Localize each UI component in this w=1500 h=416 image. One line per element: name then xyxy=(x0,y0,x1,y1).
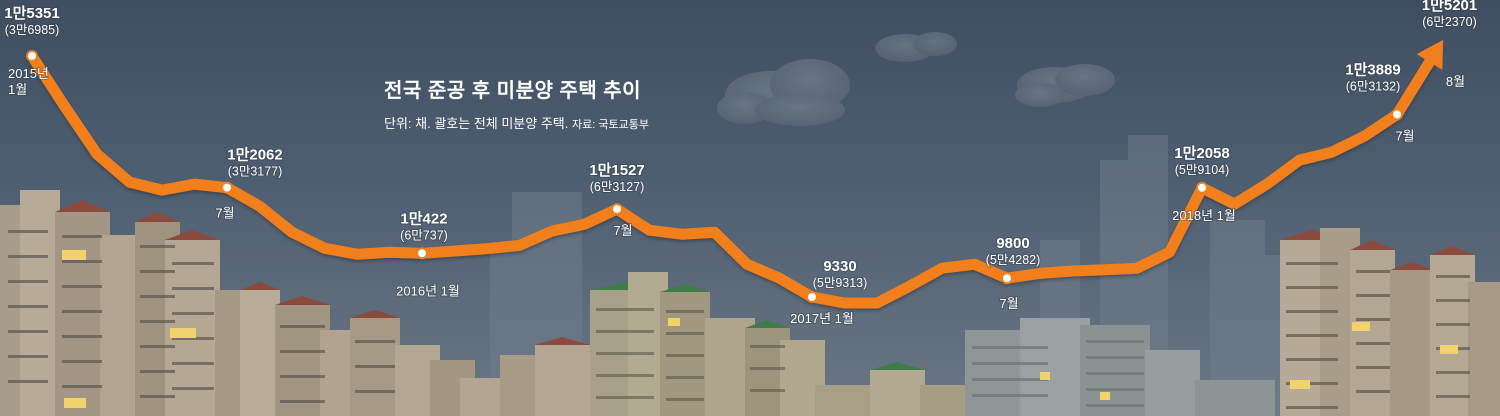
trend-arrowhead xyxy=(1416,39,1444,70)
data-label-total: (6만2370) xyxy=(1422,15,1477,29)
data-label-value: 1만5351 xyxy=(4,5,60,22)
lit-windows-right xyxy=(1290,322,1458,389)
data-point-marker xyxy=(806,291,818,303)
data-label-total: (5만9313) xyxy=(813,276,868,290)
data-label-value: 9800 xyxy=(996,235,1029,252)
data-label-date: 8월 xyxy=(1446,74,1465,89)
data-label-total: (3만3177) xyxy=(228,165,283,179)
apartments-middle-windows xyxy=(596,308,785,401)
data-marker-layer xyxy=(26,50,1403,303)
data-label-date: 2016년 1월 xyxy=(396,283,460,298)
series-line xyxy=(26,50,1435,309)
data-label-date: 1월 xyxy=(8,82,27,97)
data-point-marker xyxy=(611,203,623,216)
apartments-right-middle xyxy=(965,318,1275,416)
data-label-value: 1만2062 xyxy=(227,147,283,164)
lit-windows-middle xyxy=(668,318,680,326)
data-label-date: 7월 xyxy=(999,296,1018,311)
data-point-marker xyxy=(1001,272,1013,285)
data-label-date: 7월 xyxy=(1395,129,1414,144)
data-label-value: 1만422 xyxy=(400,210,447,227)
data-label-total: (6만3127) xyxy=(590,180,645,194)
apartments-left-windows xyxy=(8,230,395,403)
data-label-total: (3만6985) xyxy=(5,23,60,37)
data-label-value: 1만3889 xyxy=(1345,62,1401,79)
chart-subtitle-line: 단위: 채. 괄호는 전체 미분양 주택. 자료: 국토교통부 xyxy=(384,113,649,132)
data-label-total: (6만3132) xyxy=(1346,80,1401,94)
chart-title: 전국 준공 후 미분양 주택 추이 xyxy=(384,80,642,102)
data-label-value: 1만5201 xyxy=(1422,0,1478,14)
apartments-right-middle-windows xyxy=(972,340,1144,407)
cloud-right xyxy=(1015,64,1115,107)
data-point-marker xyxy=(416,247,428,260)
data-label-date: 2017년 1월 xyxy=(790,311,854,326)
chart-title-block: 전국 준공 후 미분양 주택 추이 단위: 채. 괄호는 전체 미분양 주택. … xyxy=(384,74,649,132)
lit-windows-right-middle xyxy=(1040,372,1110,400)
cloud-left xyxy=(717,59,850,126)
data-point-marker xyxy=(26,50,38,62)
data-label-value: 1만2058 xyxy=(1174,145,1230,162)
data-point-marker xyxy=(1196,181,1208,194)
cloud-small xyxy=(875,32,957,62)
chart-subtitle: 단위: 채. 괄호는 전체 미분양 주택. xyxy=(384,116,569,131)
data-label-total: (5만4282) xyxy=(986,253,1041,267)
data-point-marker xyxy=(1391,108,1403,121)
data-point-marker xyxy=(221,181,233,194)
data-label-total: (5만9104) xyxy=(1175,163,1230,177)
apartments-right-windows xyxy=(1286,262,1470,409)
data-label-total: (6만737) xyxy=(400,228,448,242)
chart-source: 자료: 국토교통부 xyxy=(572,119,649,131)
data-label-value: 1만1527 xyxy=(589,162,645,179)
data-label-date: 2018년 1월 xyxy=(1172,208,1236,223)
data-label-date: 2015년 xyxy=(8,66,49,81)
data-label-value: 9330 xyxy=(823,258,856,275)
data-label-date: 7월 xyxy=(215,206,234,221)
lit-windows-left xyxy=(62,250,196,408)
data-label-date: 7월 xyxy=(613,223,632,238)
series-line-layer xyxy=(26,39,1444,309)
